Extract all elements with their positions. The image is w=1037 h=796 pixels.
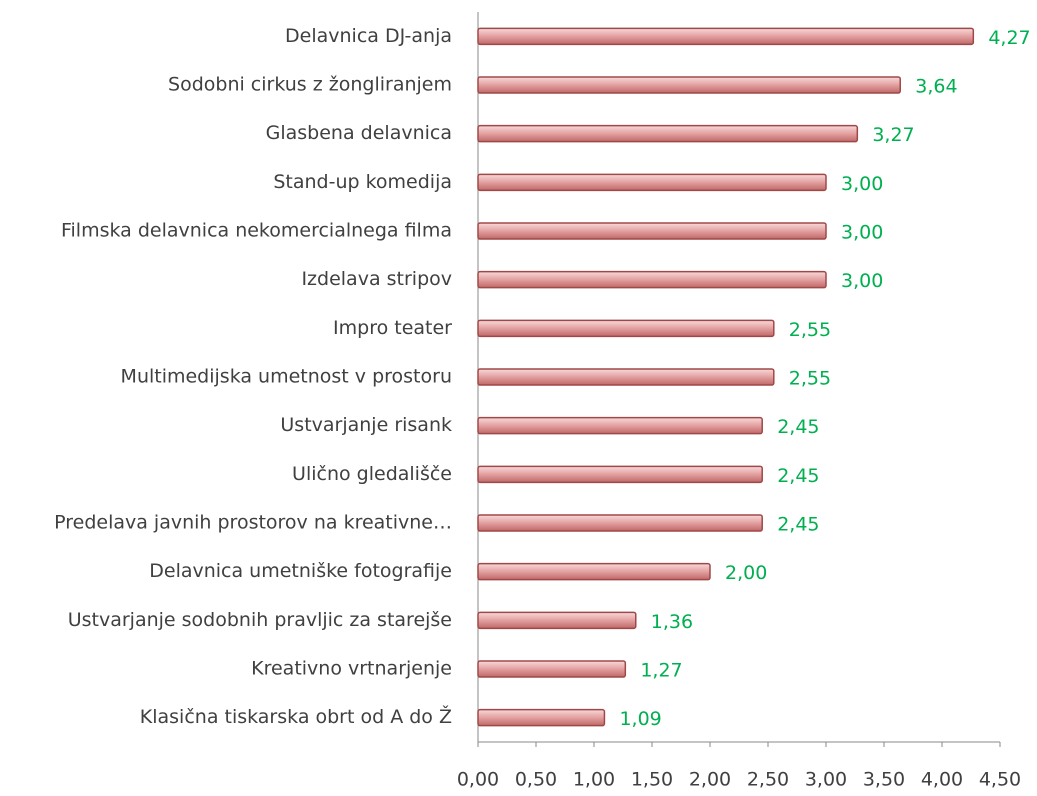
value-label: 1,09 bbox=[619, 708, 661, 730]
value-label: 2,45 bbox=[777, 514, 819, 536]
x-tick-label: 4,50 bbox=[979, 769, 1021, 791]
bar bbox=[477, 514, 763, 532]
bar bbox=[477, 611, 637, 630]
value-label: 1,27 bbox=[640, 660, 682, 682]
category-label: Klasična tiskarska obrt od A do Ž bbox=[140, 705, 452, 728]
value-label: 3,00 bbox=[841, 222, 883, 244]
bar bbox=[477, 660, 627, 678]
value-label: 1,36 bbox=[651, 611, 693, 633]
category-label: Izdelava stripov bbox=[301, 268, 452, 290]
value-label: 3,27 bbox=[872, 124, 914, 146]
value-label: 2,45 bbox=[777, 465, 819, 487]
bar bbox=[477, 222, 827, 240]
category-label: Delavnica DJ-anja bbox=[285, 25, 452, 47]
bar bbox=[477, 270, 827, 289]
bar bbox=[477, 319, 775, 338]
x-tick-label: 2,00 bbox=[689, 769, 731, 791]
category-label: Filmska delavnica nekomercialnega filma bbox=[61, 220, 452, 242]
category-label: Glasbena delavnica bbox=[266, 122, 452, 144]
category-label: Delavnica umetniške fotografije bbox=[149, 560, 452, 582]
bar bbox=[477, 76, 901, 94]
value-label: 3,00 bbox=[841, 270, 883, 292]
category-label: Ustvarjanje sodobnih pravljic za starejš… bbox=[68, 609, 452, 631]
bar bbox=[477, 416, 763, 435]
category-label: Predelava javnih prostorov na kreativne… bbox=[54, 512, 452, 534]
x-tick-label: 2,50 bbox=[747, 769, 789, 791]
category-label: Stand-up komedija bbox=[273, 171, 452, 193]
bar bbox=[477, 124, 859, 143]
value-label: 2,55 bbox=[789, 319, 831, 341]
bar bbox=[477, 465, 763, 484]
category-label: Ustvarjanje risank bbox=[280, 414, 452, 436]
category-label: Kreativno vrtnarjenje bbox=[251, 658, 452, 680]
value-label: 2,55 bbox=[789, 368, 831, 390]
value-label: 4,27 bbox=[988, 27, 1030, 49]
x-tick-label: 0,50 bbox=[515, 769, 557, 791]
x-tick-label: 0,00 bbox=[457, 769, 499, 791]
bar bbox=[477, 27, 975, 46]
category-label: Ulično gledališče bbox=[292, 463, 452, 485]
x-tick-label: 3,50 bbox=[863, 769, 905, 791]
value-label: 2,45 bbox=[777, 416, 819, 438]
category-label: Multimedijska umetnost v prostoru bbox=[121, 366, 452, 388]
x-tick-label: 1,00 bbox=[573, 769, 615, 791]
x-tick-label: 4,00 bbox=[921, 769, 963, 791]
bar bbox=[477, 368, 775, 386]
value-label: 2,00 bbox=[725, 562, 767, 584]
value-label: 3,00 bbox=[841, 173, 883, 195]
value-label: 3,64 bbox=[915, 76, 957, 98]
bar bbox=[477, 562, 711, 581]
category-label: Impro teater bbox=[333, 317, 452, 339]
bar bbox=[477, 173, 827, 192]
bar bbox=[477, 708, 606, 727]
x-tick-label: 3,00 bbox=[805, 769, 847, 791]
category-label: Sodobni cirkus z žongliranjem bbox=[168, 74, 452, 96]
x-tick-label: 1,50 bbox=[631, 769, 673, 791]
